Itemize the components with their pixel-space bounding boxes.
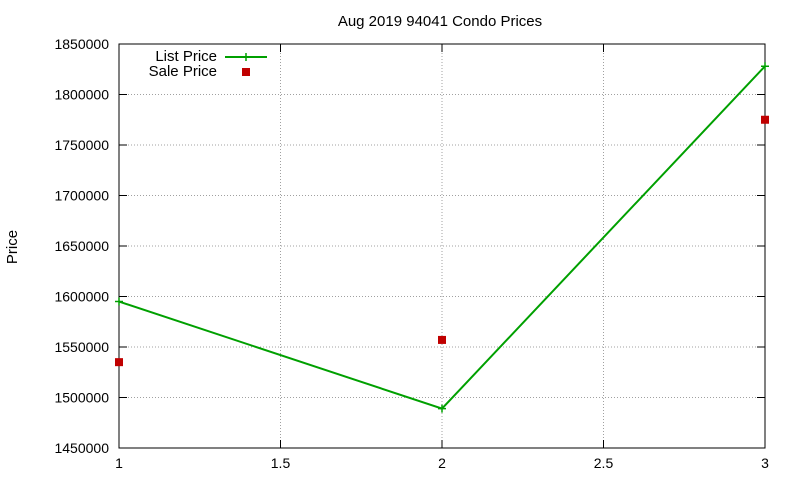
x-tick-label: 3 [761, 455, 769, 471]
list-price-point [115, 297, 123, 306]
x-axis: 1 1.5 2 2.5 3 [115, 44, 769, 471]
y-axis: 1450000 1500000 1550000 1600000 1650000 17000… [54, 36, 765, 456]
plot-frame [118, 43, 766, 449]
grid-lines [119, 44, 765, 448]
list-price-point [761, 62, 769, 71]
x-tick-label: 1 [115, 455, 123, 471]
sale-price-point [761, 115, 769, 124]
y-tick-label: 1800000 [54, 87, 109, 103]
y-tick-label: 1450000 [54, 440, 109, 456]
legend-label-list-price: List Price [155, 48, 217, 65]
y-tick-label: 1600000 [54, 289, 109, 305]
y-tick-label: 1650000 [54, 238, 109, 254]
sale-price-point [115, 358, 123, 367]
x-tick-label: 2 [438, 455, 446, 471]
x-tick-label: 2.5 [594, 455, 614, 471]
series-layer [115, 62, 769, 413]
x-tick-label: 1.5 [271, 455, 291, 471]
sale-price-point [438, 335, 446, 344]
y-tick-label: 1550000 [54, 339, 109, 355]
y-tick-label: 1850000 [54, 36, 109, 52]
y-axis-label: Price [4, 230, 21, 264]
legend-marker-list-price [242, 53, 250, 61]
list-price-point [438, 404, 446, 413]
chart-title: Aug 2019 94041 Condo Prices [338, 13, 542, 30]
y-tick-label: 1500000 [54, 390, 109, 406]
y-tick-label: 1700000 [54, 188, 109, 204]
y-tick-label: 1750000 [54, 137, 109, 153]
legend-marker-sale-price [242, 68, 250, 76]
list-price-line [118, 65, 766, 410]
legend-label-sale-price: Sale Price [149, 63, 217, 80]
